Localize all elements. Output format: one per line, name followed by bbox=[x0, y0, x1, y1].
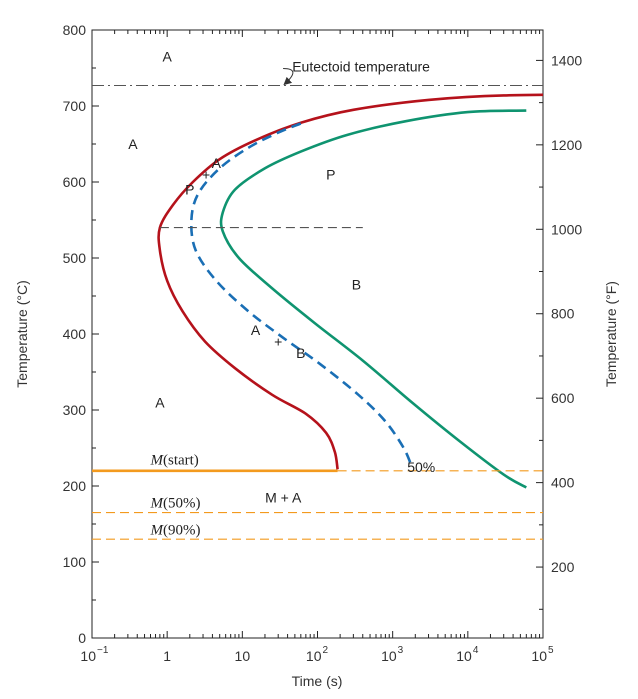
x-tick-label-base: 10 bbox=[235, 648, 251, 664]
region-label: A bbox=[251, 322, 261, 338]
y-tick-label: 500 bbox=[63, 250, 87, 266]
x-tick-label: 10 3 bbox=[381, 645, 404, 664]
y2-axis-title: Temperature (°F) bbox=[603, 281, 619, 387]
y-tick-label: 100 bbox=[63, 554, 87, 570]
region-label: M + A bbox=[265, 489, 302, 505]
y-axis-title: Temperature (°C) bbox=[14, 280, 30, 388]
x-tick-label: 10 −1 bbox=[80, 645, 108, 664]
x-tick-label: 1 bbox=[163, 648, 171, 664]
y-tick-label: 700 bbox=[63, 98, 87, 114]
region-label: + bbox=[202, 166, 210, 182]
series-line-start bbox=[157, 93, 543, 470]
series-layer bbox=[92, 84, 543, 540]
martensite-symbol: M bbox=[149, 522, 164, 538]
region-label: A bbox=[128, 136, 138, 152]
x-tick-label-exp: 3 bbox=[398, 645, 404, 656]
region-label: 50% bbox=[407, 459, 435, 475]
plot-frame bbox=[91, 29, 544, 639]
x-axis-title: Time (s) bbox=[292, 673, 343, 689]
region-label: B bbox=[296, 345, 305, 361]
region-label: + bbox=[274, 334, 282, 350]
region-label: A bbox=[155, 394, 165, 410]
y-tick-label: 200 bbox=[63, 478, 87, 494]
x-tick-label-base: 10 bbox=[531, 648, 547, 664]
x-tick-label-base: 10 bbox=[456, 648, 472, 664]
martensite-qualifier: (start) bbox=[163, 452, 199, 468]
x-tick-label: 10 bbox=[235, 648, 251, 664]
x-tick-label: 10 2 bbox=[306, 645, 329, 664]
y2-tick-label: 200 bbox=[551, 559, 575, 575]
y-tick-label: 300 bbox=[63, 402, 87, 418]
x-tick-label-base: 1 bbox=[163, 648, 171, 664]
y-tick-label: 0 bbox=[78, 630, 86, 646]
martensite-label-m-50: M(50%) bbox=[149, 496, 200, 512]
x-tick-label-exp: 2 bbox=[323, 645, 329, 656]
y2-tick-labels: 200 400 600 800 1000 1200 1400 bbox=[551, 52, 582, 575]
y2-tick-label: 400 bbox=[551, 475, 575, 491]
series-line-fifty bbox=[190, 122, 414, 468]
x-tick-label-exp: 5 bbox=[548, 645, 554, 656]
martensite-symbol: M bbox=[149, 496, 164, 512]
region-label: A bbox=[162, 49, 172, 65]
y2-tick-label: 600 bbox=[551, 390, 575, 406]
martensite-symbol: M bbox=[149, 452, 164, 468]
x-tick-label: 10 4 bbox=[456, 645, 479, 664]
y2-tick-label: 800 bbox=[551, 306, 575, 322]
martensite-label-m-90: M(90%) bbox=[149, 522, 200, 538]
y2-tick-label: 1400 bbox=[551, 52, 582, 68]
y-tick-label: 400 bbox=[63, 326, 87, 342]
x-tick-label-exp: −1 bbox=[97, 645, 109, 656]
region-label: P bbox=[185, 182, 194, 198]
x-tick-labels: 10 −1 1 10 10 2 10 3 10 4 10 5 bbox=[80, 645, 554, 664]
y2-tick-label: 1000 bbox=[551, 221, 582, 237]
martensite-label-m-start: M(start) bbox=[149, 452, 198, 468]
series-line-finish bbox=[219, 109, 527, 489]
x-tick-label-base: 10 bbox=[306, 648, 322, 664]
y-tick-label: 800 bbox=[63, 22, 87, 38]
y-tick-label: 600 bbox=[63, 174, 87, 190]
x-tick-label: 10 5 bbox=[531, 645, 554, 664]
region-label: A bbox=[212, 155, 222, 171]
region-label: B bbox=[352, 277, 361, 293]
martensite-qualifier: (90%) bbox=[163, 522, 201, 538]
axis-ticks bbox=[91, 29, 544, 639]
region-label: P bbox=[326, 166, 335, 182]
x-tick-label-base: 10 bbox=[381, 648, 397, 664]
eutectoid-label: Eutectoid temperature bbox=[292, 58, 430, 74]
x-tick-label-base: 10 bbox=[80, 648, 96, 664]
y2-tick-label: 1200 bbox=[551, 137, 582, 153]
eutectoid-arrow bbox=[283, 67, 294, 86]
martensite-qualifier: (50%) bbox=[163, 496, 201, 512]
x-tick-label-exp: 4 bbox=[473, 645, 479, 656]
y-tick-labels: 0 100 200 300 400 500 600 700 800 bbox=[63, 22, 87, 646]
